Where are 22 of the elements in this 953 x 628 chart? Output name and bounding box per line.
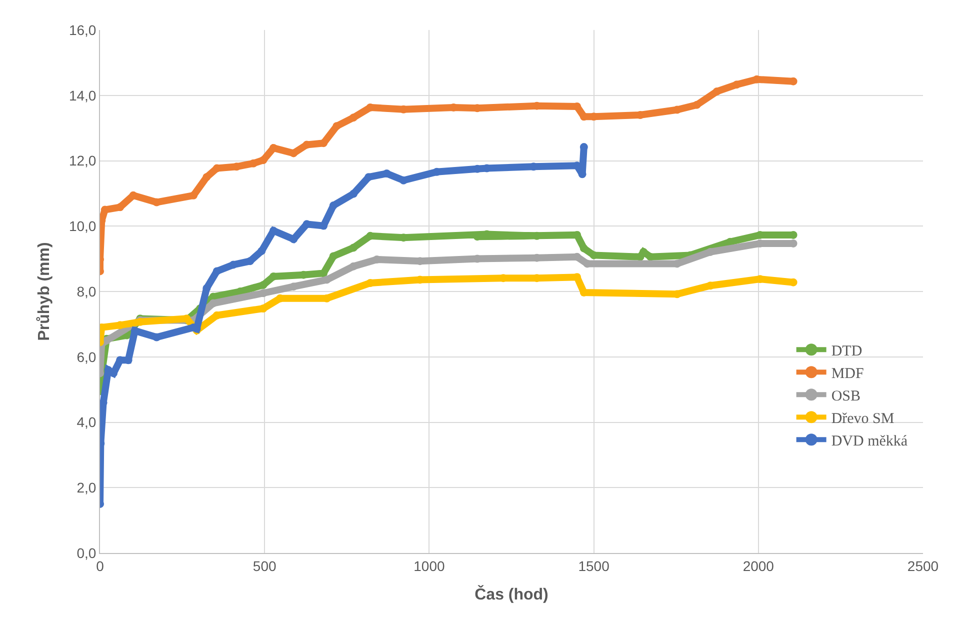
- x-tick-label: 0: [96, 558, 104, 574]
- x-tick-label: 500: [252, 558, 276, 574]
- y-tick-label: 6,0: [76, 348, 96, 365]
- x-tick-label: 1000: [414, 558, 445, 574]
- y-tick-label: 0,0: [76, 544, 96, 561]
- y-tick-label: 8,0: [76, 283, 96, 300]
- legend-label: DTD: [831, 343, 862, 360]
- legend-label: Dřevo SM: [831, 410, 894, 427]
- legend-label: MDF: [831, 366, 864, 382]
- y-tick-label: 10,0: [68, 218, 96, 234]
- y-tick-label: 16,0: [68, 22, 96, 38]
- x-tick-label: 2000: [742, 558, 774, 574]
- x-tick-label: 2500: [907, 558, 939, 574]
- legend-label: DVD měkká: [831, 433, 908, 450]
- y-tick-label: 14,0: [68, 87, 96, 104]
- x-tick-label: 1500: [578, 558, 610, 574]
- y-tick-label: 2,0: [76, 480, 96, 496]
- y-tick-label: 4,0: [76, 414, 96, 430]
- y-tick-label: 12,0: [68, 152, 96, 169]
- y-axis-title: Průhyb (mm): [36, 242, 53, 341]
- x-axis-title: Čas (hod): [474, 584, 548, 604]
- legend-label: OSB: [831, 388, 861, 404]
